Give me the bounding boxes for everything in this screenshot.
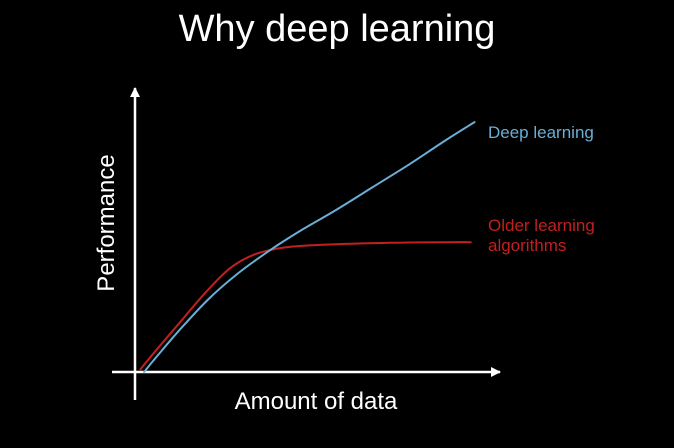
legend-layer: Deep learning Older learning algorithms — [488, 123, 595, 255]
series-layer — [139, 121, 476, 373]
legend-label-deep-learning: Deep learning — [488, 123, 594, 142]
legend-label-older-learning-algorithms: Older learning algorithms — [488, 216, 595, 255]
x-axis-label: Amount of data — [235, 388, 398, 415]
legend-label-line: algorithms — [488, 236, 566, 255]
legend-label-line: Older learning — [488, 216, 595, 235]
series-line-deep-learning — [143, 121, 476, 373]
slide-title: Why deep learning — [178, 8, 496, 50]
series-line-older-learning-algorithms — [139, 241, 472, 371]
legend-label-line: Deep learning — [488, 123, 594, 142]
y-axis-label: Performance — [93, 154, 120, 291]
